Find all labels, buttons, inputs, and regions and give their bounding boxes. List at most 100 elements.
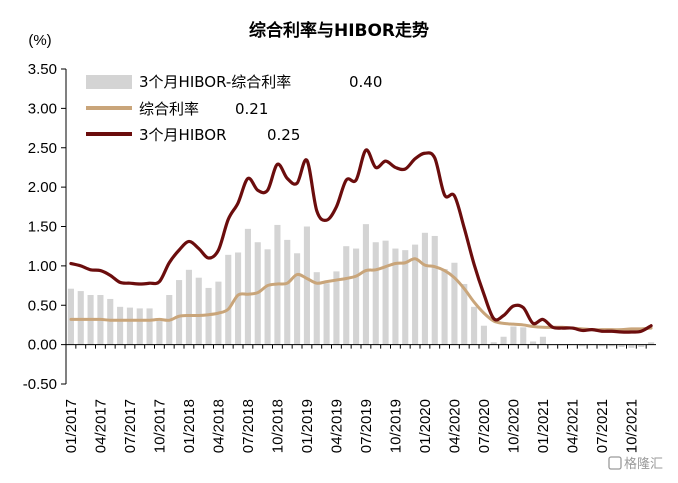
- x-tick-label: 04/2019: [328, 399, 345, 453]
- bar-06/2018: [235, 252, 242, 345]
- bar-05/2017: [107, 298, 114, 345]
- legend-label: 综合利率: [139, 100, 199, 118]
- bar-11/2019: [402, 250, 409, 345]
- bar-05/2021: [579, 344, 586, 347]
- bar-10/2020: [510, 326, 517, 345]
- y-tick-label: 0.50: [28, 297, 57, 314]
- bar-04/2020: [451, 262, 458, 345]
- legend-value: 0.25: [267, 126, 300, 144]
- line-series-layer: [69, 148, 653, 334]
- bar-09/2021: [618, 344, 625, 347]
- bar-11/2020: [520, 327, 527, 345]
- bar-02/2018: [195, 277, 202, 345]
- bar-11/2021: [638, 344, 645, 347]
- bar-07/2019: [362, 224, 369, 345]
- bar-12/2019: [412, 244, 419, 345]
- bar-02/2020: [431, 235, 438, 345]
- bar-05/2019: [343, 246, 350, 345]
- x-tick-label: 10/2020: [505, 399, 522, 453]
- x-tick-label: 10/2017: [151, 399, 168, 453]
- x-tick-label: 01/2018: [181, 399, 198, 453]
- bar-08/2020: [490, 342, 497, 345]
- legend-value: 0.40: [349, 73, 382, 91]
- bar-02/2019: [313, 272, 320, 345]
- y-tick-label: 1.50: [28, 219, 57, 236]
- y-tick-label: 3.50: [28, 61, 57, 78]
- bar-10/2019: [392, 248, 399, 345]
- y-tick-label: 1.00: [28, 258, 57, 275]
- bar-06/2020: [471, 306, 478, 345]
- bar-07/2018: [244, 228, 251, 345]
- bar-10/2021: [628, 344, 635, 348]
- legend-item-composite-rate: 综合利率 0.21: [86, 100, 268, 118]
- x-tick-label: 04/2020: [446, 399, 463, 453]
- line-series-hibor-3m: [69, 148, 653, 334]
- bar-03/2019: [323, 283, 330, 345]
- bar-11/2018: [284, 239, 291, 345]
- legend-item-spread: 3个月HIBOR-综合利率 0.40: [86, 73, 382, 91]
- x-tick-label: 04/2018: [210, 399, 227, 453]
- bar-01/2020: [421, 232, 428, 345]
- bar-03/2020: [441, 269, 448, 345]
- bar-01/2018: [185, 269, 192, 345]
- bar-12/2021: [648, 342, 655, 345]
- bar-04/2019: [333, 271, 340, 345]
- bar-06/2019: [353, 248, 360, 345]
- x-tick-label: 04/2017: [92, 399, 109, 453]
- bar-01/2017: [67, 288, 74, 345]
- bar-01/2021: [539, 336, 546, 345]
- legend-item-hibor: 3个月HIBOR 0.25: [86, 126, 300, 144]
- bar-09/2017: [146, 308, 153, 345]
- watermark-logo-icon: [608, 456, 622, 470]
- bar-07/2020: [480, 325, 487, 345]
- chart-title: 综合利率与HIBOR走势: [249, 20, 429, 41]
- legend-value: 0.21: [235, 100, 268, 118]
- bar-05/2020: [461, 283, 468, 345]
- x-tick-label: 07/2018: [240, 399, 257, 453]
- x-tick-label: 01/2019: [299, 399, 316, 453]
- x-tick-label: 04/2021: [564, 399, 581, 453]
- bar-09/2018: [264, 249, 271, 345]
- x-tick-label: 01/2020: [417, 399, 434, 453]
- bar-09/2019: [382, 240, 389, 345]
- x-tick-label: 07/2021: [594, 399, 611, 453]
- bar-10/2017: [156, 321, 163, 345]
- y-tick-label: -0.50: [23, 376, 57, 393]
- bar-08/2021: [608, 344, 615, 347]
- bar-07/2017: [126, 307, 133, 345]
- bar-07/2021: [598, 344, 605, 347]
- legend-label: 3个月HIBOR-综合利率: [139, 73, 291, 91]
- legend-swatch: [86, 75, 132, 89]
- y-tick-label: 3.00: [28, 100, 57, 117]
- watermark-text: 格隆汇: [624, 456, 663, 472]
- y-tick-label: 2.00: [28, 179, 57, 196]
- bar-12/2020: [530, 341, 537, 345]
- axes: 3.50 3.00 2.50 2.00 1.50 1.00 0.50 0.00 -0.50 01/…: [23, 61, 656, 453]
- x-tick-label: 07/2020: [476, 399, 493, 453]
- bar-05/2018: [225, 254, 232, 345]
- bar-03/2018: [205, 287, 212, 345]
- watermark: 格隆汇: [608, 456, 663, 472]
- bar-12/2018: [294, 253, 301, 345]
- y-tick-label: 2.50: [28, 140, 57, 157]
- bar-02/2017: [77, 291, 84, 345]
- line-series-composite-rate: [69, 257, 653, 332]
- legend: 3个月HIBOR-综合利率 0.40 综合利率 0.21 3个月HIBOR 0.25: [86, 73, 382, 144]
- y-tick-label: 0.00: [28, 337, 57, 354]
- bar-08/2017: [136, 308, 143, 345]
- bar-08/2019: [372, 242, 379, 345]
- bar-09/2020: [500, 336, 507, 345]
- x-tick-label: 01/2017: [63, 399, 80, 453]
- x-tick-label: 01/2021: [535, 399, 552, 453]
- y-axis-label: (%): [28, 32, 51, 49]
- x-tick-label: 10/2021: [623, 399, 640, 453]
- bar-06/2017: [117, 306, 124, 345]
- x-tick-label: 10/2018: [269, 399, 286, 453]
- legend-label: 3个月HIBOR: [139, 126, 227, 144]
- bar-12/2017: [176, 280, 183, 345]
- x-tick-label: 07/2017: [122, 399, 139, 453]
- x-tick-label: 07/2019: [358, 399, 375, 453]
- x-tick-label: 10/2019: [387, 399, 404, 453]
- bar-01/2019: [303, 226, 310, 345]
